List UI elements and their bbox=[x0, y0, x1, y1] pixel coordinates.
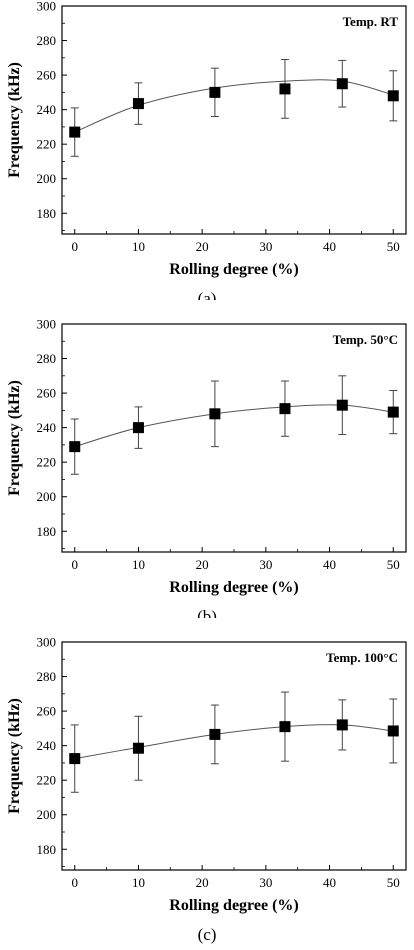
data-point-marker bbox=[387, 90, 399, 102]
data-point-marker bbox=[69, 441, 81, 453]
y-tick-label: 240 bbox=[37, 738, 57, 753]
data-point-marker bbox=[387, 406, 399, 418]
x-tick-label: 40 bbox=[323, 557, 336, 572]
data-point-marker bbox=[69, 126, 81, 138]
chart-a: 180 200 220 240 260 280 300 0 10 20 30 40 50 Temp. RT… bbox=[6, 0, 407, 308]
chart-panel-b: 180 200 220 240 260 280 300 0 10 20 30 40 50 Temp. 50… bbox=[0, 317, 414, 626]
x-tick-label: 40 bbox=[323, 875, 336, 890]
x-tick-label: 50 bbox=[387, 875, 400, 890]
x-axis-title: Rolling degree (%) bbox=[169, 579, 298, 596]
y-tick-label: 300 bbox=[37, 0, 57, 14]
panel-caption: (c) bbox=[198, 925, 217, 944]
y-tick-label: 260 bbox=[37, 386, 57, 401]
y-tick-label: 280 bbox=[37, 33, 57, 48]
panel-annotation: Temp. 100°C bbox=[326, 650, 398, 665]
data-point-marker bbox=[132, 98, 144, 110]
data-point-marker bbox=[132, 742, 144, 754]
y-tick-label: 180 bbox=[37, 524, 57, 539]
y-tick-label: 200 bbox=[37, 171, 57, 186]
data-point-marker bbox=[209, 86, 221, 98]
y-tick-label: 260 bbox=[37, 704, 57, 719]
data-point-marker bbox=[279, 721, 291, 733]
x-tick-label: 30 bbox=[259, 557, 272, 572]
data-point-marker bbox=[69, 753, 81, 765]
y-tick-label: 200 bbox=[37, 489, 57, 504]
panel-annotation: Temp. RT bbox=[343, 14, 399, 29]
data-point-marker bbox=[132, 422, 144, 434]
y-tick-label: 200 bbox=[37, 807, 57, 822]
x-tick-label: 20 bbox=[196, 875, 209, 890]
x-axis-title: Rolling degree (%) bbox=[169, 897, 298, 914]
y-tick-label: 300 bbox=[37, 636, 57, 650]
x-tick-label: 20 bbox=[196, 557, 209, 572]
x-tick-label: 30 bbox=[259, 875, 272, 890]
x-tick-label: 0 bbox=[71, 239, 78, 254]
chart-panel-c: 180 200 220 240 260 280 300 0 10 20 30 40 50 Temp. 10… bbox=[0, 635, 414, 944]
data-point-marker bbox=[279, 403, 291, 415]
fit-curve bbox=[74, 404, 394, 448]
data-point-marker bbox=[336, 399, 348, 411]
y-tick-label: 180 bbox=[37, 842, 57, 857]
plot-frame bbox=[61, 323, 407, 553]
y-axis-title: Frequency (kHz) bbox=[6, 62, 23, 178]
data-point-marker bbox=[209, 408, 221, 420]
panel-caption: (a) bbox=[198, 289, 217, 300]
y-tick-label: 300 bbox=[37, 318, 57, 332]
chart-c: 180 200 220 240 260 280 300 0 10 20 30 40 50 Temp. 10… bbox=[6, 635, 407, 944]
data-point-marker bbox=[279, 83, 291, 95]
chart-b: 180 200 220 240 260 280 300 0 10 20 30 40 50 Temp. 50… bbox=[6, 317, 407, 626]
x-tick-label: 40 bbox=[323, 239, 336, 254]
x-tick-label: 10 bbox=[132, 239, 145, 254]
x-tick-label: 10 bbox=[132, 875, 145, 890]
x-tick-label: 0 bbox=[71, 557, 78, 572]
y-tick-label: 220 bbox=[37, 137, 57, 152]
y-axis-title: Frequency (kHz) bbox=[6, 380, 23, 496]
x-tick-label: 10 bbox=[132, 557, 145, 572]
plot-frame bbox=[61, 5, 407, 235]
panel-annotation: Temp. 50°C bbox=[333, 332, 398, 347]
y-tick-label: 260 bbox=[37, 68, 57, 83]
y-tick-label: 280 bbox=[37, 669, 57, 684]
data-point-marker bbox=[387, 725, 399, 737]
data-point-marker bbox=[209, 728, 221, 740]
y-tick-label: 280 bbox=[37, 351, 57, 366]
panel-caption: (b) bbox=[197, 607, 217, 618]
x-tick-label: 0 bbox=[71, 875, 78, 890]
y-axis-title: Frequency (kHz) bbox=[6, 698, 23, 814]
x-axis-title: Rolling degree (%) bbox=[169, 261, 298, 278]
x-tick-label: 20 bbox=[196, 239, 209, 254]
data-point-marker bbox=[336, 719, 348, 731]
data-point-marker bbox=[336, 78, 348, 90]
y-tick-label: 220 bbox=[37, 455, 57, 470]
y-tick-label: 240 bbox=[37, 420, 57, 435]
x-tick-label: 30 bbox=[259, 239, 272, 254]
x-tick-label: 50 bbox=[387, 239, 400, 254]
chart-panel-a: 180 200 220 240 260 280 300 0 10 20 30 40 50 Temp. RT… bbox=[0, 0, 414, 308]
x-tick-label: 50 bbox=[387, 557, 400, 572]
y-tick-label: 220 bbox=[37, 773, 57, 788]
y-tick-label: 240 bbox=[37, 102, 57, 117]
y-tick-label: 180 bbox=[37, 206, 57, 221]
plot-frame bbox=[61, 641, 407, 871]
